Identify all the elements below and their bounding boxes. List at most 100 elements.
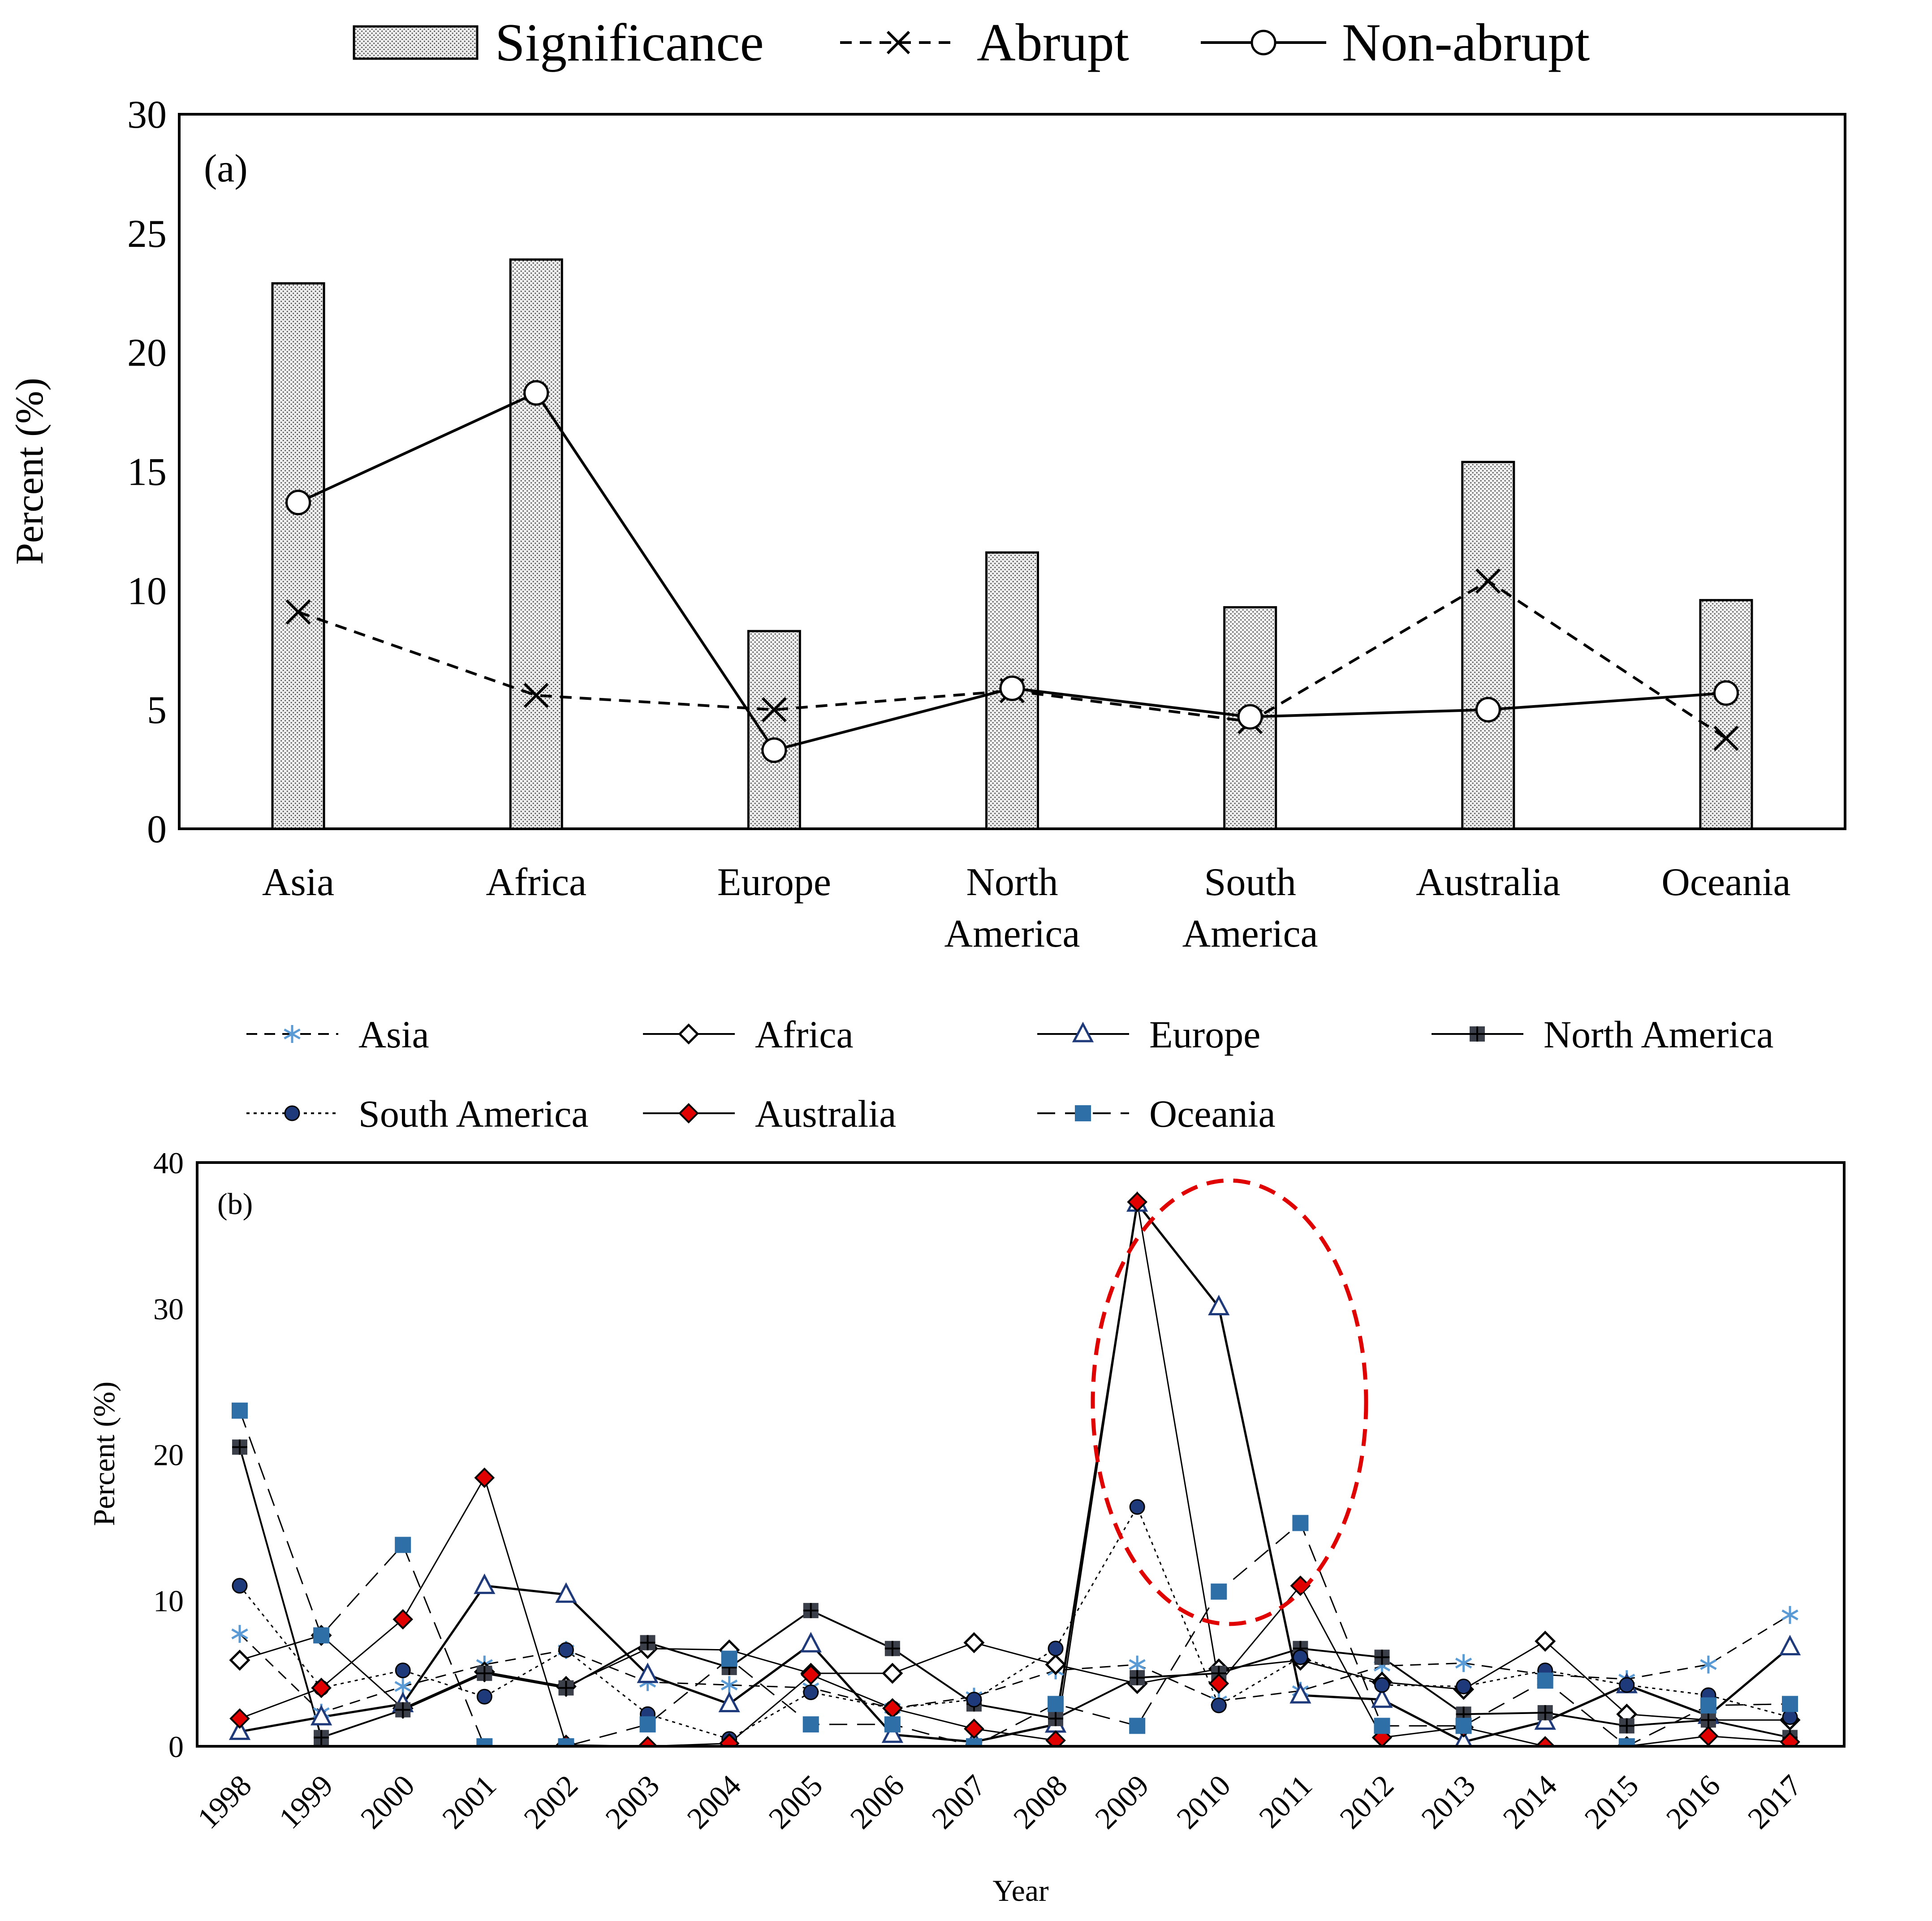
point-abrupt-europe [761, 697, 787, 723]
legend-label-significance: Significance [495, 13, 764, 72]
point-non-abrupt-australia [1475, 697, 1501, 723]
point-north-america-2014 [1537, 1705, 1553, 1721]
point-north-america-2001 [477, 1666, 492, 1681]
point-abrupt-africa-stroke2 [523, 683, 549, 708]
point-oceania-1999 [313, 1627, 330, 1644]
point-oceania-2015 [1618, 1738, 1635, 1746]
x-axis-a: Asia Africa Europe North America South America… [262, 861, 1791, 956]
point-australia-2008 [1045, 1730, 1066, 1746]
point-oceania-1998 [232, 1402, 248, 1419]
point-south-america-2008 [1048, 1641, 1064, 1657]
category-label-europe: Europe [717, 861, 831, 904]
point-non-abrupt-north-america [999, 675, 1025, 701]
point-oceania-2016 [1700, 1697, 1716, 1714]
point-europe-2012 [1371, 1687, 1393, 1708]
point-oceania-2007 [966, 1738, 982, 1746]
point-europe-2005 [800, 1632, 822, 1653]
point-oceania-2001 [476, 1738, 493, 1746]
y-tick-a-30: 30 [127, 93, 167, 137]
y-tick-b-10: 10 [153, 1584, 184, 1618]
legend-label-asia: Asia [358, 1013, 429, 1056]
y-tick-b-0: 0 [168, 1730, 184, 1764]
legend-label-africa: Africa [755, 1013, 854, 1056]
category-label-africa: Africa [486, 861, 586, 904]
lines-b [229, 1191, 1801, 1746]
point-australia-1998 [229, 1708, 250, 1729]
point-north-america-2000 [395, 1702, 411, 1718]
point-south-america-2013 [1456, 1678, 1472, 1694]
point-australia-2017 [1780, 1731, 1800, 1746]
point-non-abrupt-asia [285, 490, 311, 516]
point-asia-2017-ray2 [1781, 1609, 1798, 1620]
y-tick-a-5: 5 [147, 689, 167, 732]
legend-marker-north-america [1470, 1026, 1485, 1042]
point-abrupt-asia [285, 599, 311, 625]
point-australia-2016 [1698, 1726, 1719, 1746]
panel-label-b: (b) [217, 1187, 253, 1221]
y-tick-a-15: 15 [127, 451, 167, 494]
point-abrupt-asia-stroke2 [285, 599, 311, 625]
series-line-australia [239, 1202, 1790, 1746]
point-africa-2007 [963, 1632, 985, 1654]
point-australia-2005 [800, 1664, 821, 1685]
panel-b: Asia Africa Europe North America South Ameri… [87, 1013, 1846, 1908]
category-label-north-america-line1: North [966, 861, 1058, 904]
legend-label-non-abrupt: Non-abrupt [1342, 13, 1590, 72]
x-tick-b-2012: 2012 [1333, 1768, 1400, 1835]
point-oceania-2000 [395, 1537, 411, 1553]
point-south-america-2001 [476, 1688, 492, 1705]
y-tick-a-0: 0 [147, 808, 167, 851]
point-abrupt-europe-stroke2 [761, 697, 787, 723]
point-oceania-2008 [1048, 1696, 1064, 1712]
x-tick-b-2015: 2015 [1578, 1768, 1645, 1835]
y-tick-a-10: 10 [127, 569, 167, 613]
point-oceania-2006 [884, 1716, 901, 1733]
point-africa-2014 [1535, 1630, 1556, 1652]
point-south-america-2002 [558, 1642, 574, 1658]
point-europe-2017 [1779, 1635, 1801, 1655]
x-tick-b-2007: 2007 [925, 1768, 992, 1835]
legend-marker-south-america [284, 1105, 300, 1121]
series-line-asia [239, 1614, 1790, 1714]
point-australia-2009 [1127, 1192, 1147, 1212]
point-australia-2010 [1208, 1673, 1229, 1694]
point-south-america-1998 [232, 1578, 248, 1594]
point-europe-2013 [1455, 1729, 1473, 1746]
point-oceania-2014 [1537, 1672, 1553, 1689]
series-line-europe [239, 1201, 1791, 1743]
y-axis-b: 0 10 20 30 40 [153, 1146, 184, 1764]
point-europe-2003 [637, 1663, 659, 1683]
legend-marker-africa [678, 1023, 699, 1045]
legend-label-abrupt: Abrupt [977, 13, 1129, 72]
panel-label-a: (a) [204, 147, 248, 190]
legend-marker-non-abrupt [1251, 30, 1276, 56]
y-tick-b-40: 40 [153, 1146, 184, 1180]
point-oceania-2012 [1374, 1718, 1390, 1734]
point-north-america-2006 [884, 1641, 900, 1656]
point-asia-2017 [1781, 1606, 1798, 1624]
point-abrupt-africa [523, 683, 549, 708]
point-asia-2013 [1455, 1654, 1472, 1672]
point-oceania-2005 [802, 1716, 819, 1733]
x-tick-b-2006: 2006 [844, 1768, 911, 1835]
point-asia-2016-ray2 [1700, 1659, 1717, 1670]
point-europe-2010 [1208, 1295, 1230, 1315]
category-label-oceania: Oceania [1661, 861, 1790, 904]
point-australia-2000 [392, 1609, 414, 1630]
point-abrupt-australia [1475, 568, 1501, 594]
legend-label-australia: Australia [755, 1092, 896, 1135]
legend-marker-abrupt-2 [886, 30, 910, 55]
x-tick-b-2009: 2009 [1088, 1768, 1156, 1835]
point-south-america-2012 [1374, 1677, 1390, 1693]
point-north-america-2008 [1048, 1711, 1064, 1727]
category-label-australia: Australia [1416, 861, 1561, 904]
point-africa-2006 [882, 1663, 903, 1684]
point-australia-2003 [637, 1736, 658, 1746]
point-abrupt-oceania-stroke2 [1713, 725, 1739, 751]
y-tick-a-20: 20 [127, 332, 167, 375]
series-line-africa [239, 1634, 1790, 1721]
legend-label-europe: Europe [1149, 1013, 1260, 1056]
point-africa-2008 [1045, 1654, 1066, 1675]
point-australia-2014 [1535, 1736, 1556, 1746]
point-north-america-1998 [232, 1439, 247, 1455]
